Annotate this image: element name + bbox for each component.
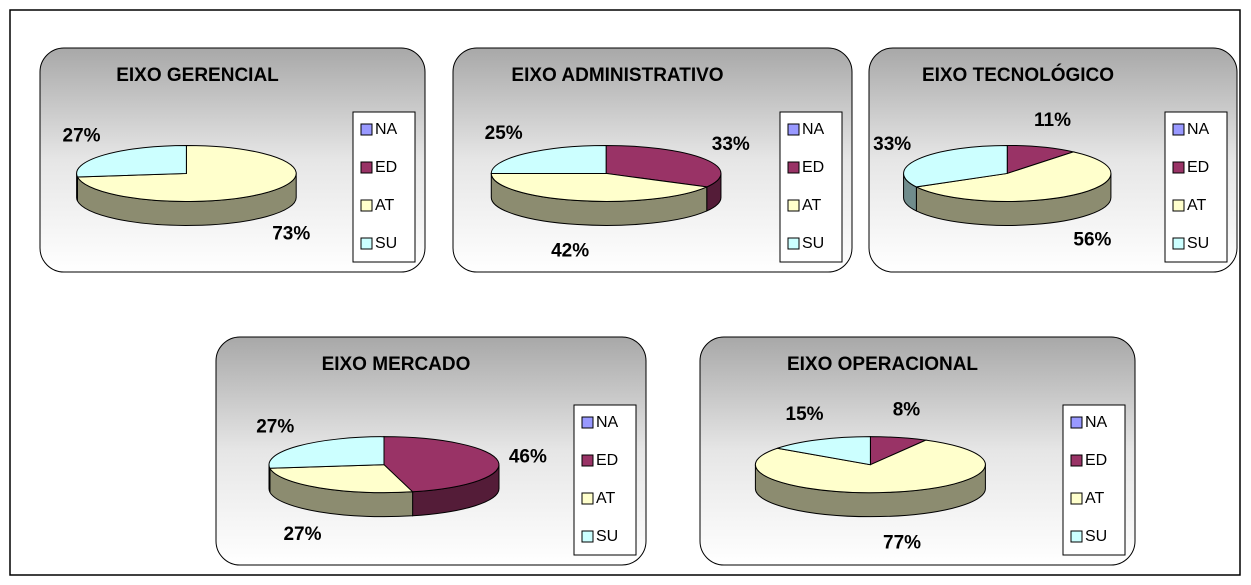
pie-slice — [268, 436, 385, 469]
legend-swatch — [360, 199, 373, 212]
legend-box — [779, 111, 843, 263]
chart-title: EIXO GERENCIAL — [116, 65, 279, 86]
legend-label: ED — [596, 452, 618, 469]
pie-panel: EIXO TECNOLÓGICO NA ED AT SU 11% 56% 33% — [868, 47, 1238, 273]
legend-label: SU — [1085, 528, 1107, 545]
pie-panel: EIXO OPERACIONAL NA ED AT SU 8% 77% 15% — [699, 336, 1136, 566]
chart-title: EIXO OPERACIONAL — [787, 354, 978, 375]
legend-swatch — [1070, 416, 1083, 429]
pie-panel: EIXO ADMINISTRATIVO NA ED AT SU 33% 42% 25% — [452, 47, 853, 273]
pie-panel: EIXO GERENCIAL NA ED AT SU 73% 27% — [39, 47, 426, 273]
legend-swatch — [1172, 161, 1185, 174]
legend-swatch — [1172, 237, 1185, 250]
data-label: 25% — [485, 123, 523, 144]
pie-panel: EIXO MERCADO NA ED AT SU 46% 27% 27% — [215, 336, 647, 566]
legend-label: NA — [1085, 414, 1108, 431]
legend-swatch — [1070, 530, 1083, 543]
legend-swatch — [581, 530, 594, 543]
pie-slice — [903, 144, 1008, 188]
legend-swatch — [581, 416, 594, 429]
data-label: 46% — [509, 447, 547, 468]
pie-slice — [269, 464, 414, 494]
legend-label: AT — [596, 490, 615, 507]
legend-label: ED — [1085, 452, 1107, 469]
data-label: 8% — [893, 399, 921, 420]
legend-label: AT — [1085, 490, 1104, 507]
legend-label: AT — [375, 197, 394, 214]
pie-slice — [76, 144, 187, 178]
data-label: 42% — [551, 241, 589, 262]
legend-swatch — [360, 123, 373, 136]
chart-title: EIXO TECNOLÓGICO — [922, 64, 1114, 86]
pie-slice — [383, 436, 500, 493]
data-label: 33% — [712, 134, 750, 155]
legend-label: SU — [375, 235, 397, 252]
data-label: 73% — [272, 223, 310, 244]
legend-box — [352, 111, 416, 263]
legend-swatch — [360, 161, 373, 174]
legend-swatch — [581, 492, 594, 505]
legend-swatch — [581, 454, 594, 467]
legend-label: AT — [1187, 197, 1206, 214]
legend-label: NA — [596, 414, 619, 431]
data-label: 56% — [1073, 230, 1111, 251]
pie-slice — [914, 151, 1112, 202]
legend-box — [1062, 404, 1126, 556]
legend-label: SU — [1187, 235, 1209, 252]
pie-slice — [777, 436, 871, 466]
legend-swatch — [787, 123, 800, 136]
chart-title: EIXO MERCADO — [322, 354, 471, 375]
legend-swatch — [787, 161, 800, 174]
pie-slice — [605, 144, 722, 188]
data-label: 27% — [63, 125, 101, 146]
data-label: 15% — [786, 404, 824, 425]
legend-label: SU — [802, 235, 824, 252]
legend-swatch — [1070, 454, 1083, 467]
data-label: 77% — [883, 532, 921, 553]
data-label: 27% — [256, 417, 294, 438]
pie-slice — [754, 439, 986, 494]
legend-label: NA — [1187, 121, 1210, 138]
data-label: 27% — [283, 524, 321, 545]
legend-swatch — [360, 237, 373, 250]
legend-swatch — [1172, 199, 1185, 212]
pie-slice — [490, 172, 709, 202]
pie-slice — [490, 144, 607, 174]
pie-slice — [1006, 144, 1076, 175]
legend-label: ED — [802, 159, 824, 176]
legend-box — [573, 404, 637, 556]
data-label: 33% — [873, 134, 911, 155]
data-label: 11% — [1034, 110, 1071, 131]
legend-label: AT — [802, 197, 821, 214]
chart-title: EIXO ADMINISTRATIVO — [511, 65, 723, 86]
legend-label: ED — [1187, 159, 1209, 176]
legend-label: NA — [802, 121, 825, 138]
legend-swatch — [787, 199, 800, 212]
legend-swatch — [1070, 492, 1083, 505]
legend-swatch — [1172, 123, 1185, 136]
legend-box — [1164, 111, 1228, 263]
legend-label: NA — [375, 121, 398, 138]
legend-label: SU — [596, 528, 618, 545]
legend-label: ED — [375, 159, 397, 176]
legend-swatch — [787, 237, 800, 250]
